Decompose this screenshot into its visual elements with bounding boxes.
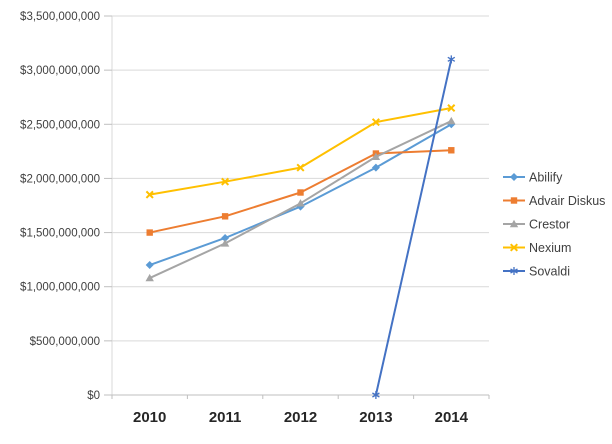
- y-axis-tick-label: $2,000,000,000: [20, 173, 100, 185]
- marker-square: [146, 229, 153, 236]
- marker-square: [510, 197, 518, 204]
- marker-triangle: [220, 239, 230, 247]
- marker-asterisk: [447, 55, 456, 64]
- x-axis-tick-label: 2014: [435, 409, 469, 426]
- x-axis-tick-label: 2010: [133, 409, 166, 426]
- legend-label: Crestor: [529, 218, 570, 232]
- y-axis-tick-label: $1,000,000,000: [20, 282, 100, 294]
- legend-label: Sovaldi: [529, 265, 570, 279]
- marker-triangle: [145, 273, 154, 282]
- marker-asterisk: [510, 267, 518, 275]
- y-axis-tick-label: $2,500,000,000: [20, 119, 100, 131]
- legend-label: Nexium: [529, 241, 571, 255]
- marker-diamond: [371, 163, 380, 172]
- marker-diamond: [510, 173, 518, 181]
- marker-diamond: [221, 233, 230, 242]
- series-line-sovaldi: [374, 58, 453, 396]
- legend-label: Advair Diskus: [529, 194, 605, 208]
- marker-x: [296, 163, 305, 172]
- y-axis-tick-label: $3,500,000,000: [20, 11, 100, 23]
- y-axis-tick-label: $1,500,000,000: [20, 228, 100, 240]
- x-axis-tick-label: 2012: [284, 409, 317, 426]
- marker-asterisk: [372, 391, 380, 399]
- x-axis-tick-label: 2013: [359, 409, 392, 426]
- marker-x: [509, 243, 519, 252]
- y-axis-tick-label: $500,000,000: [30, 336, 100, 348]
- marker-diamond: [145, 261, 154, 270]
- marker-square: [297, 189, 304, 196]
- marker-triangle: [447, 116, 456, 125]
- marker-triangle: [509, 219, 519, 228]
- marker-square: [448, 147, 455, 154]
- marker-triangle: [371, 152, 381, 160]
- legend-label: Abilify: [529, 171, 563, 185]
- marker-square: [221, 213, 229, 220]
- marker-triangle: [296, 199, 305, 207]
- marker-x: [221, 177, 230, 186]
- marker-x: [371, 118, 380, 127]
- y-axis-tick-label: $3,000,000,000: [20, 65, 100, 77]
- marker-x: [447, 104, 456, 113]
- y-axis-tick-label: $0: [87, 390, 100, 402]
- x-axis-tick-label: 2011: [209, 409, 242, 426]
- marker-x: [145, 190, 154, 199]
